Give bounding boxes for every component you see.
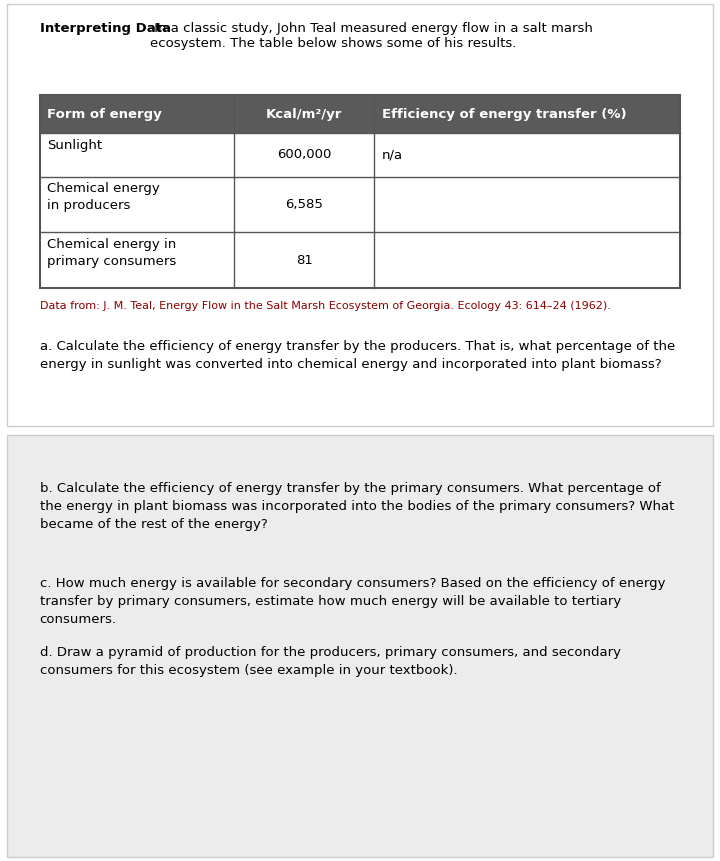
Text: n/a: n/a bbox=[382, 148, 402, 162]
Text: a. Calculate the efficiency of energy transfer by the producers. That is, what p: a. Calculate the efficiency of energy tr… bbox=[40, 340, 675, 371]
Text: 6,585: 6,585 bbox=[285, 198, 323, 211]
Text: 81: 81 bbox=[296, 254, 312, 267]
Text: In a classic study, John Teal measured energy flow in a salt marsh
ecosystem. Th: In a classic study, John Teal measured e… bbox=[150, 22, 593, 50]
FancyBboxPatch shape bbox=[7, 435, 713, 857]
Text: Chemical energy
in producers: Chemical energy in producers bbox=[47, 182, 160, 212]
Text: d. Draw a pyramid of production for the producers, primary consumers, and second: d. Draw a pyramid of production for the … bbox=[40, 646, 621, 677]
FancyBboxPatch shape bbox=[40, 95, 680, 133]
Text: Efficiency of energy transfer (%): Efficiency of energy transfer (%) bbox=[382, 108, 626, 121]
Text: Kcal/m²/yr: Kcal/m²/yr bbox=[266, 108, 343, 121]
Text: b. Calculate the efficiency of energy transfer by the primary consumers. What pe: b. Calculate the efficiency of energy tr… bbox=[40, 482, 674, 531]
Text: Form of energy: Form of energy bbox=[47, 108, 161, 121]
Text: Data from: J. M. Teal, Energy Flow in the Salt Marsh Ecosystem of Georgia. Ecolo: Data from: J. M. Teal, Energy Flow in th… bbox=[40, 301, 611, 312]
Text: 600,000: 600,000 bbox=[277, 148, 331, 162]
Text: Interpreting Data: Interpreting Data bbox=[40, 22, 171, 34]
Text: Chemical energy in
primary consumers: Chemical energy in primary consumers bbox=[47, 238, 176, 268]
Text: c. How much energy is available for secondary consumers? Based on the efficiency: c. How much energy is available for seco… bbox=[40, 577, 665, 626]
FancyBboxPatch shape bbox=[7, 4, 713, 426]
Text: Sunlight: Sunlight bbox=[47, 139, 102, 152]
